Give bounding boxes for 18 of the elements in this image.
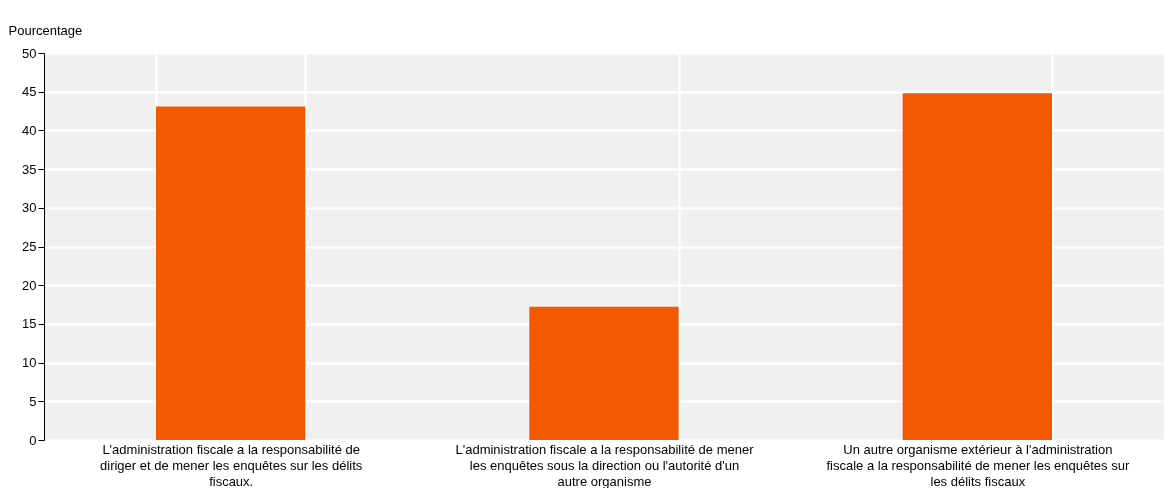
x-tick-label: L'administration fiscale a la responsabilité de diriger et de mener les enquêtes sur les délits fiscaux.: [100, 441, 363, 489]
y-tick-label: 10: [22, 355, 37, 371]
x-tick-label: L'administration fiscale a la responsabilité de mener les enquêtes sous la direction ou l'autorité d'un autre organisme: [455, 441, 755, 489]
y-tick-label: 40: [22, 122, 37, 138]
bar: [156, 106, 306, 440]
y-tick-label: 15: [22, 316, 37, 332]
y-tick-label: 20: [22, 277, 37, 293]
y-tick-label: 30: [22, 200, 37, 216]
x-tick-label: Un autre organisme extérieur à l'administration fiscale a la responsabilité de mener les enquêtes sur les délits fiscaux: [826, 441, 1130, 489]
bar: [902, 93, 1052, 440]
y-tick-label: 45: [22, 84, 37, 100]
y-tick-label: 50: [22, 45, 37, 61]
y-tick-label: 35: [22, 161, 37, 177]
y-tick-label: 25: [22, 239, 37, 254]
y-axis-title: Pourcentage: [8, 22, 83, 38]
y-tick-label: 0: [29, 432, 37, 448]
y-tick-label: 5: [29, 393, 37, 409]
bar: [529, 306, 679, 440]
